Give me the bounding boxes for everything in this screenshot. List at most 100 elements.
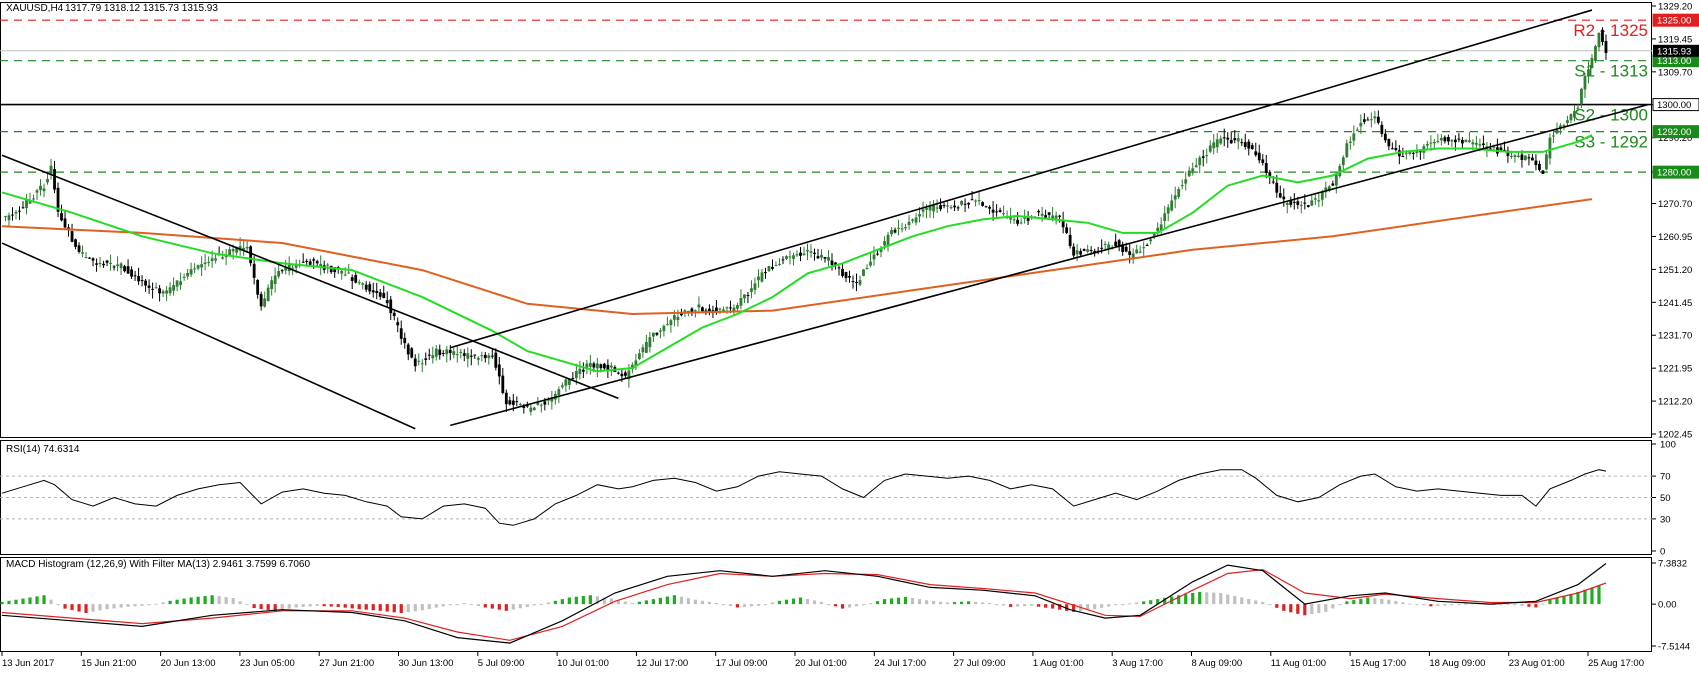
- candle: [165, 286, 168, 302]
- candle-body: [270, 280, 274, 290]
- macd-bar: [98, 604, 102, 611]
- candle: [1411, 151, 1415, 160]
- candle-body: [126, 266, 130, 274]
- rsi-tick-label: 30: [1660, 514, 1671, 525]
- candle: [1180, 179, 1184, 190]
- candle-body: [1327, 186, 1331, 191]
- x-tick-label: 13 Jun 2017: [2, 658, 54, 669]
- candle-body: [802, 253, 806, 256]
- candle: [280, 269, 284, 274]
- candle-body: [1079, 251, 1083, 255]
- x-tick-label: 20 Jun 13:00: [161, 658, 216, 669]
- macd-bar: [854, 604, 859, 607]
- macd-bar: [924, 600, 929, 605]
- candle-body: [49, 165, 53, 176]
- candle: [778, 258, 781, 266]
- candle: [669, 318, 673, 333]
- candle-body: [340, 270, 344, 274]
- candle-body: [602, 363, 606, 369]
- macd-bar: [357, 604, 361, 610]
- candle-body: [1282, 196, 1286, 200]
- trendline: [450, 9, 1593, 349]
- candle-body: [228, 249, 232, 257]
- candle: [1369, 112, 1373, 128]
- candle: [494, 348, 498, 371]
- candle-body: [371, 290, 375, 293]
- level-price-tag: [1652, 125, 1699, 139]
- candle: [1198, 155, 1202, 174]
- macd-bar: [441, 604, 445, 607]
- candle-body: [1163, 213, 1167, 221]
- level-label: S3 - 1292: [1574, 133, 1648, 152]
- candle: [105, 259, 109, 267]
- candle-body: [385, 300, 389, 304]
- candle-body: [995, 211, 999, 213]
- candle-body: [816, 256, 820, 259]
- candle: [266, 284, 270, 302]
- candle-body: [1142, 247, 1146, 249]
- macd-bar: [1037, 604, 1041, 607]
- candle: [921, 201, 925, 218]
- candle: [158, 284, 161, 302]
- macd-bar: [1331, 604, 1335, 609]
- macd-bar: [903, 596, 908, 605]
- candle: [126, 259, 130, 274]
- candle-body: [522, 406, 526, 408]
- macd-bar: [1114, 604, 1118, 606]
- candle: [1131, 248, 1135, 264]
- candle: [102, 260, 105, 269]
- macd-bar: [455, 604, 459, 606]
- candle-body: [200, 264, 204, 268]
- candle-body: [949, 207, 953, 209]
- candle-body: [1229, 139, 1233, 144]
- candle-body: [151, 288, 154, 290]
- candle-body: [1058, 215, 1062, 217]
- candle-body: [501, 375, 505, 394]
- macd-bar: [77, 604, 81, 612]
- candle: [420, 359, 424, 373]
- macd-bar: [959, 601, 964, 605]
- candle-body: [1548, 137, 1552, 159]
- candle-body: [277, 270, 281, 277]
- macd-bar: [1429, 604, 1433, 607]
- candle-body: [1482, 143, 1485, 146]
- candle: [1117, 238, 1121, 252]
- macd-bar: [371, 604, 375, 611]
- candle-body: [1117, 240, 1121, 247]
- candle-body: [739, 298, 743, 306]
- macd-bar: [1513, 604, 1517, 606]
- candle: [1317, 193, 1321, 208]
- candle-body: [1240, 142, 1244, 144]
- candle: [319, 255, 323, 276]
- x-tick-label: 20 Jul 01:00: [795, 658, 847, 669]
- price-tick-label: 1212.20: [1658, 397, 1692, 408]
- candle-body: [273, 275, 277, 285]
- macd-bar: [988, 603, 992, 605]
- macd-bar: [1107, 604, 1111, 607]
- candle: [1376, 110, 1380, 125]
- candle-body: [137, 276, 140, 282]
- candle-body: [942, 205, 946, 207]
- candle: [697, 296, 701, 314]
- candle: [1289, 196, 1293, 208]
- candle: [900, 222, 904, 233]
- candle-body: [970, 199, 974, 201]
- macd-bar: [700, 600, 705, 605]
- price-frame: [0, 2, 1652, 438]
- current-price-tag-text: 1315.93: [1657, 46, 1691, 57]
- macd-bar: [385, 604, 389, 612]
- macd-bar: [812, 600, 817, 605]
- candle: [1345, 139, 1349, 159]
- macd-bar: [1212, 592, 1216, 605]
- candle-body: [420, 363, 424, 365]
- candle-body: [1180, 185, 1184, 187]
- candle: [767, 265, 771, 273]
- candle-body: [1429, 142, 1433, 144]
- candle: [1310, 193, 1314, 206]
- candle-body: [1566, 120, 1569, 124]
- candle-body: [1310, 200, 1314, 206]
- macd-bar: [728, 604, 733, 606]
- macd-bar: [511, 604, 515, 610]
- macd-histogram: [0, 585, 1601, 616]
- candle: [529, 402, 533, 416]
